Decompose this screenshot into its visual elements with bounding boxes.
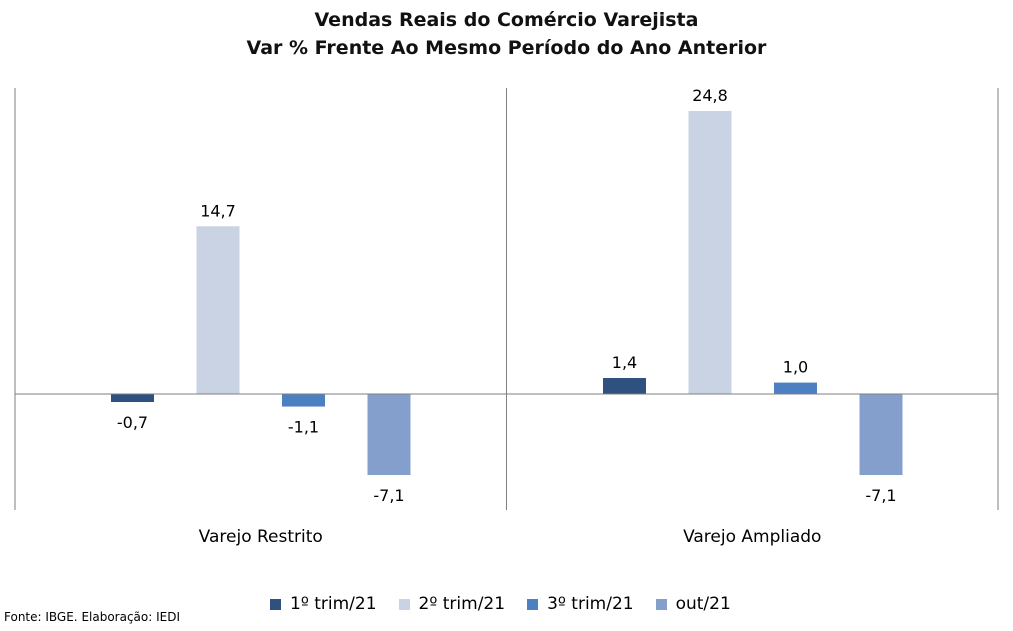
legend-swatch-3 <box>527 598 539 610</box>
bar-2-1 <box>603 378 646 394</box>
legend-item-4: out/21 <box>655 594 731 614</box>
data-label-2-4: -7,1 <box>865 486 896 505</box>
legend: 1º trim/21 2º trim/21 3º trim/21 out/21 <box>270 594 753 614</box>
bar-2-3 <box>774 382 817 394</box>
legend-label-3: 3º trim/21 <box>547 594 634 614</box>
bar-1-1 <box>111 394 154 402</box>
legend-item-1: 1º trim/21 <box>270 594 377 614</box>
chart-subtitle: Var % Frente Ao Mesmo Período do Ano Ant… <box>246 37 767 59</box>
legend-label-4: out/21 <box>675 594 731 614</box>
data-label-2-3: 1,0 <box>783 358 808 377</box>
category-label-2: Varejo Ampliado <box>683 527 821 547</box>
data-label-1-1: -0,7 <box>117 413 148 432</box>
bar-1-2 <box>196 226 240 394</box>
bar-2-2 <box>688 111 732 394</box>
legend-swatch-4 <box>655 598 667 610</box>
legend-item-3: 3º trim/21 <box>527 594 634 614</box>
chart-title-block: Vendas Reais do Comércio Varejista Var %… <box>0 6 1013 62</box>
bar-1-3 <box>282 394 325 407</box>
legend-label-2: 2º trim/21 <box>418 594 506 614</box>
data-label-2-2: 24,8 <box>692 86 728 105</box>
bar-2-4 <box>859 394 903 476</box>
data-label-1-3: -1,1 <box>288 418 319 437</box>
legend-swatch-2 <box>398 598 410 610</box>
source-note: Fonte: IBGE. Elaboração: IEDI <box>4 610 181 624</box>
chart-title: Vendas Reais do Comércio Varejista <box>314 9 699 31</box>
legend-swatch-1 <box>270 598 281 610</box>
bar-1-4 <box>367 394 411 476</box>
legend-label-1: 1º trim/21 <box>290 594 377 614</box>
legend-item-2: 2º trim/21 <box>398 594 506 614</box>
data-label-1-2: 14,7 <box>200 201 236 220</box>
data-label-2-1: 1,4 <box>612 353 637 372</box>
category-label-1: Varejo Restrito <box>199 527 323 547</box>
data-label-1-4: -7,1 <box>373 486 404 505</box>
